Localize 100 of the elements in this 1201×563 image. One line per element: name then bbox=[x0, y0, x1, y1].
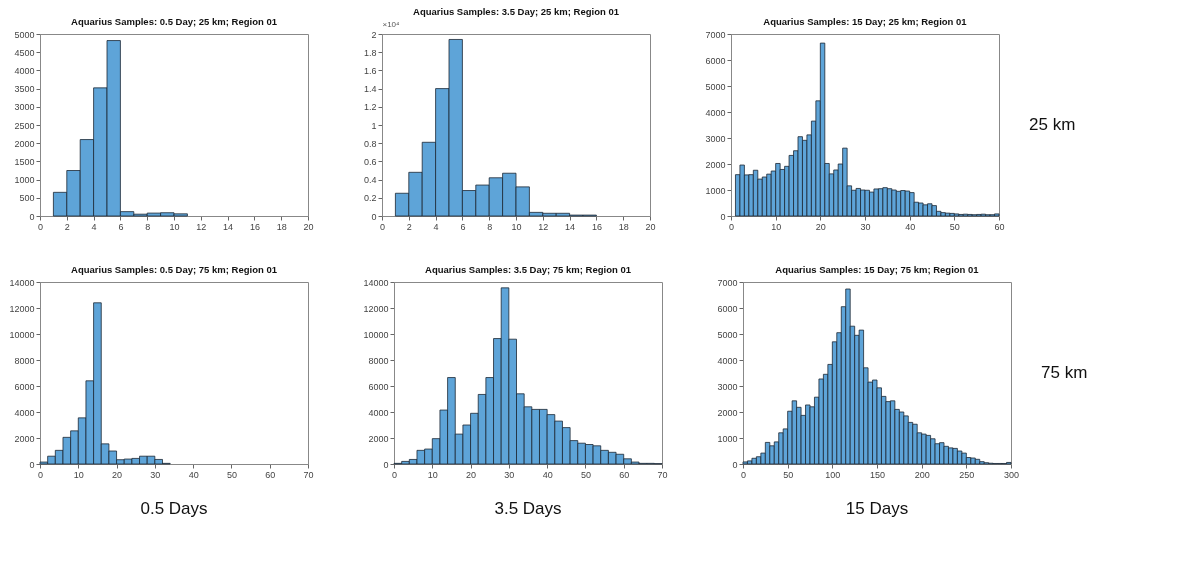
y-tick-label: 2000 bbox=[14, 433, 35, 444]
x-tick-label: 20 bbox=[303, 221, 314, 232]
x-tick-label: 150 bbox=[869, 469, 886, 480]
chart-title: Aquarius Samples: 0.5 Day; 75 km; Region 01 bbox=[71, 263, 278, 275]
y-tick-label: 6000 bbox=[14, 381, 35, 392]
y-tick-label: 2000 bbox=[14, 138, 35, 149]
x-tick-label: 0 bbox=[37, 469, 44, 480]
y-tick-label: 6000 bbox=[368, 381, 389, 392]
x-tick-label: 70 bbox=[657, 469, 668, 480]
x-tick-label: 0 bbox=[391, 469, 398, 480]
x-tick-label: 14 bbox=[223, 221, 234, 232]
y-tick-label: 4500 bbox=[14, 47, 35, 58]
y-tick-label: 10000 bbox=[363, 329, 389, 340]
chart-title: Aquarius Samples: 3.5 Day; 25 km; Region 01 bbox=[413, 5, 620, 17]
x-tick-label: 10 bbox=[771, 221, 782, 232]
y-tick-label: 2500 bbox=[14, 120, 35, 131]
y-tick-label: 2000 bbox=[705, 159, 726, 170]
chart-title: Aquarius Samples: 0.5 Day; 25 km; Region 01 bbox=[71, 15, 278, 27]
y-tick-label: 1 bbox=[371, 120, 377, 131]
y-tick-label: 14000 bbox=[363, 277, 389, 288]
text: 75 km bbox=[1041, 363, 1088, 382]
x-tick-label: 6 bbox=[460, 221, 466, 232]
y-tick-label: 8000 bbox=[368, 355, 389, 366]
y-tick-label: 2000 bbox=[368, 433, 389, 444]
y-tick-label: 1000 bbox=[14, 175, 35, 186]
y-tick-label: 10000 bbox=[9, 329, 35, 340]
x-tick-label: 20 bbox=[466, 469, 477, 480]
y-tick-label: 4000 bbox=[717, 355, 738, 366]
x-tick-label: 8 bbox=[145, 221, 151, 232]
y-tick-label: 3000 bbox=[717, 381, 738, 392]
text: 25 km bbox=[1029, 115, 1076, 134]
x-tick-label: 12 bbox=[538, 221, 549, 232]
y-tick-label: 1.2 bbox=[363, 102, 377, 113]
x-tick-label: 6 bbox=[118, 221, 124, 232]
y-tick-label: 0 bbox=[732, 459, 738, 470]
x-tick-label: 50 bbox=[580, 469, 591, 480]
x-tick-label: 100 bbox=[825, 469, 841, 480]
y-tick-label: 8000 bbox=[14, 355, 35, 366]
x-tick-label: 60 bbox=[619, 469, 630, 480]
y-tick-label: 5000 bbox=[14, 29, 35, 40]
y-tick-label: 0 bbox=[29, 459, 35, 470]
text: 3.5 Days bbox=[494, 499, 562, 518]
y-tick-label: 0 bbox=[383, 459, 389, 470]
y-tick-label: 0 bbox=[29, 211, 35, 222]
x-tick-label: 40 bbox=[188, 469, 199, 480]
x-tick-label: 250 bbox=[959, 469, 975, 480]
x-tick-label: 60 bbox=[265, 469, 276, 480]
x-tick-label: 40 bbox=[542, 469, 553, 480]
y-tick-label: 12000 bbox=[363, 303, 389, 314]
x-tick-label: 60 bbox=[994, 221, 1005, 232]
x-tick-label: 4 bbox=[91, 221, 97, 232]
x-tick-label: 50 bbox=[949, 221, 960, 232]
y-tick-label: 1000 bbox=[717, 433, 738, 444]
y-tick-label: 5000 bbox=[705, 81, 726, 92]
y-tick-label: 3500 bbox=[14, 84, 35, 95]
x-tick-label: 4 bbox=[433, 221, 439, 232]
y-tick-label: 14000 bbox=[9, 277, 35, 288]
x-tick-label: 50 bbox=[783, 469, 794, 480]
y-tick-label: 4000 bbox=[14, 407, 35, 418]
x-tick-label: 0 bbox=[740, 469, 747, 480]
y-tick-label: 1.6 bbox=[363, 65, 377, 76]
y-tick-label: 7000 bbox=[705, 29, 726, 40]
chart-title: Aquarius Samples: 15 Day; 25 km; Region 01 bbox=[763, 15, 968, 27]
x-tick-label: 18 bbox=[618, 221, 629, 232]
x-tick-label: 16 bbox=[591, 221, 602, 232]
y-tick-label: 500 bbox=[19, 193, 35, 204]
y-tick-label: 4000 bbox=[368, 407, 389, 418]
y-tick-label: 6000 bbox=[717, 303, 738, 314]
x-tick-label: 20 bbox=[112, 469, 123, 480]
y-tick-label: 1000 bbox=[705, 185, 726, 196]
x-tick-label: 10 bbox=[427, 469, 438, 480]
y-tick-label: 3000 bbox=[14, 102, 35, 113]
text: 15 Days bbox=[845, 499, 909, 518]
y-tick-label: 5000 bbox=[717, 329, 738, 340]
y-tick-label: 0.4 bbox=[363, 175, 377, 186]
y-tick-label: 7000 bbox=[717, 277, 738, 288]
x-tick-label: 10 bbox=[73, 469, 84, 480]
x-tick-label: 200 bbox=[914, 469, 930, 480]
y-tick-label: 1.4 bbox=[363, 84, 377, 95]
x-tick-label: 18 bbox=[276, 221, 287, 232]
chart-title: Aquarius Samples: 15 Day; 75 km; Region 01 bbox=[775, 263, 980, 275]
y-tick-label: 0.2 bbox=[363, 193, 377, 204]
y-tick-label: 4000 bbox=[14, 65, 35, 76]
y-tick-label: 3000 bbox=[705, 133, 726, 144]
x-tick-label: 0 bbox=[37, 221, 44, 232]
x-tick-label: 300 bbox=[1003, 469, 1020, 480]
y-tick-label: 2 bbox=[371, 29, 377, 40]
x-tick-label: 14 bbox=[565, 221, 576, 232]
x-tick-label: 20 bbox=[645, 221, 656, 232]
y-tick-label: 1.8 bbox=[363, 47, 377, 58]
x-tick-label: 10 bbox=[169, 221, 180, 232]
y-tick-label: 1500 bbox=[14, 156, 35, 167]
x-tick-label: 2 bbox=[64, 221, 70, 232]
x-tick-label: 70 bbox=[303, 469, 314, 480]
y-tick-label: 12000 bbox=[9, 303, 35, 314]
y-tick-label: 0.8 bbox=[363, 138, 377, 149]
y-tick-label: 0 bbox=[371, 211, 377, 222]
x-tick-label: 30 bbox=[150, 469, 161, 480]
x-tick-label: 40 bbox=[905, 221, 916, 232]
y-tick-label: 4000 bbox=[705, 107, 726, 118]
